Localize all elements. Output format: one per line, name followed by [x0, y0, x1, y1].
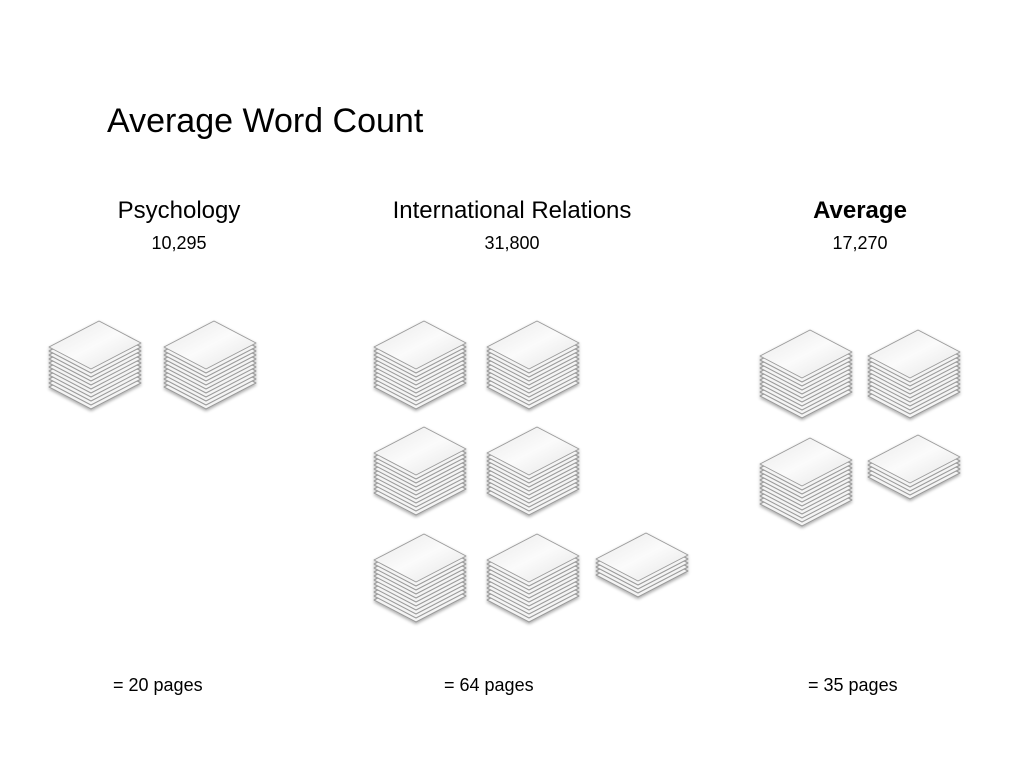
slide-title: Average Word Count: [107, 102, 424, 140]
paper-sheet-top: [373, 426, 467, 476]
paper-sheet-top: [867, 329, 961, 379]
column-name-average: Average: [813, 197, 907, 224]
paper-stack-international-relations: [486, 320, 580, 410]
paper-sheet-top: [486, 426, 580, 476]
paper-sheet-top: [486, 320, 580, 370]
column-count-average: 17,270: [832, 233, 888, 253]
pages-average: = 35 pages: [808, 675, 898, 695]
column-name-international-relations: International Relations: [392, 197, 632, 224]
paper-stack-average: [867, 434, 961, 500]
paper-stack-psychology: [48, 320, 142, 410]
paper-sheet-top: [163, 320, 257, 370]
paper-stack-psychology: [163, 320, 257, 410]
column-name-psychology: Psychology: [117, 197, 241, 224]
paper-stack-international-relations: [486, 533, 580, 623]
paper-stack-average: [759, 329, 853, 419]
paper-sheet-top: [867, 434, 961, 484]
paper-stack-international-relations: [486, 426, 580, 516]
pages-international-relations: = 64 pages: [444, 675, 534, 695]
paper-sheet-top: [373, 533, 467, 583]
paper-stack-international-relations: [373, 320, 467, 410]
paper-sheet-top: [759, 329, 853, 379]
paper-stack-international-relations: [595, 532, 689, 598]
paper-stack-average: [867, 329, 961, 419]
paper-stack-average: [759, 437, 853, 527]
paper-sheet-top: [759, 437, 853, 487]
paper-sheet-top: [48, 320, 142, 370]
paper-stack-international-relations: [373, 426, 467, 516]
column-count-international-relations: 31,800: [484, 233, 540, 253]
paper-sheet-top: [595, 532, 689, 582]
column-count-psychology: 10,295: [151, 233, 207, 253]
paper-stack-international-relations: [373, 533, 467, 623]
pages-psychology: = 20 pages: [113, 675, 203, 695]
paper-sheet-top: [373, 320, 467, 370]
paper-sheet-top: [486, 533, 580, 583]
